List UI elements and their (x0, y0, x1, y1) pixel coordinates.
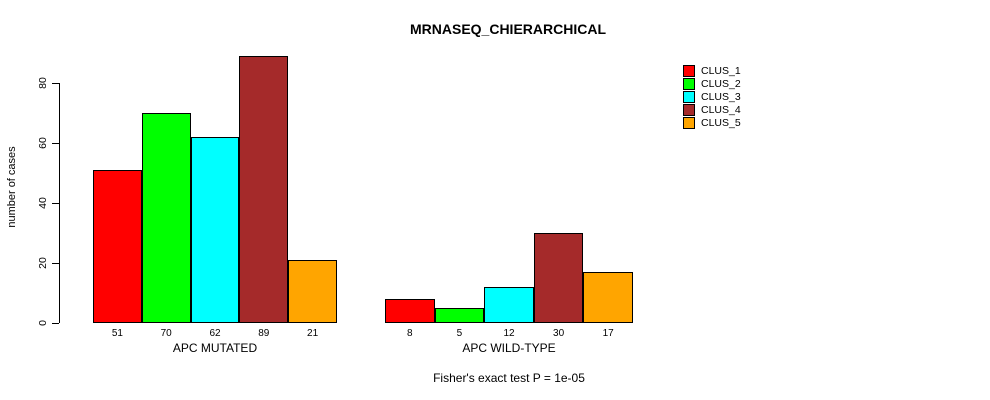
bar-value-label: 12 (503, 328, 515, 339)
y-tick-mark (52, 82, 59, 84)
legend-label: CLUS_2 (701, 78, 741, 90)
legend-item-clus_4: CLUS_4 (683, 104, 741, 116)
bar-clus_5-wild-type (583, 272, 633, 323)
y-axis-line (59, 83, 60, 323)
y-tick-mark (52, 142, 59, 144)
bar-value-label: 5 (456, 328, 463, 339)
y-tick-mark (52, 262, 59, 264)
bar-value-label: 21 (307, 328, 319, 339)
group-label-apc-mutated: APC MUTATED (172, 341, 258, 355)
bar-value-label: 17 (602, 328, 614, 339)
bar-value-label: 8 (407, 328, 413, 339)
y-tick-label: 60 (37, 137, 49, 149)
legend-label: CLUS_3 (701, 91, 741, 103)
bar-clus_3-mutated (190, 137, 240, 323)
legend: CLUS_1 CLUS_2 CLUS_3 CLUS_4 CLUS_5 (683, 65, 741, 129)
y-tick-label: 40 (37, 197, 49, 209)
legend-swatch-icon (683, 91, 695, 103)
legend-label: CLUS_5 (701, 117, 741, 129)
y-tick-mark (52, 322, 59, 324)
legend-swatch-icon (683, 117, 695, 129)
bar-clus_5-mutated (288, 260, 337, 323)
legend-item-clus_1: CLUS_1 (683, 65, 741, 77)
bar-clus_1-wild-type (385, 299, 435, 323)
legend-item-clus_3: CLUS_3 (683, 91, 741, 103)
legend-swatch-icon (683, 104, 695, 116)
bar-clus_2-mutated (141, 113, 191, 323)
bar-value-label: 51 (111, 328, 123, 339)
bar-value-label: 30 (553, 328, 565, 339)
bar-clus_3-wild-type (484, 287, 534, 323)
bar-value-label: 89 (258, 328, 270, 339)
chart-title: MRNASEQ_CHIERARCHICAL (409, 21, 607, 37)
y-tick-mark (52, 202, 59, 204)
legend-swatch-icon (683, 78, 695, 90)
legend-label: CLUS_4 (701, 104, 741, 116)
y-tick-label: 20 (37, 257, 49, 269)
bar-clus_1-mutated (93, 170, 142, 323)
bar-value-label: 70 (160, 328, 172, 339)
caption-text: Fisher's exact test P = 1e-05 (433, 371, 585, 385)
y-axis-label: number of cases (6, 146, 18, 228)
legend-label: CLUS_1 (701, 65, 741, 77)
legend-item-clus_5: CLUS_5 (683, 117, 741, 129)
bar-clus_2-wild-type (434, 308, 485, 323)
legend-item-clus_2: CLUS_2 (683, 78, 741, 90)
bar-clus_4-wild-type (533, 233, 584, 323)
y-tick-label: 0 (37, 320, 49, 326)
y-tick-label: 80 (37, 77, 49, 89)
group-label-apc-wild-type: APC WILD-TYPE (462, 341, 556, 355)
legend-swatch-icon (683, 65, 695, 77)
bar-clus_4-mutated (239, 56, 289, 323)
bar-value-label: 62 (209, 328, 221, 339)
